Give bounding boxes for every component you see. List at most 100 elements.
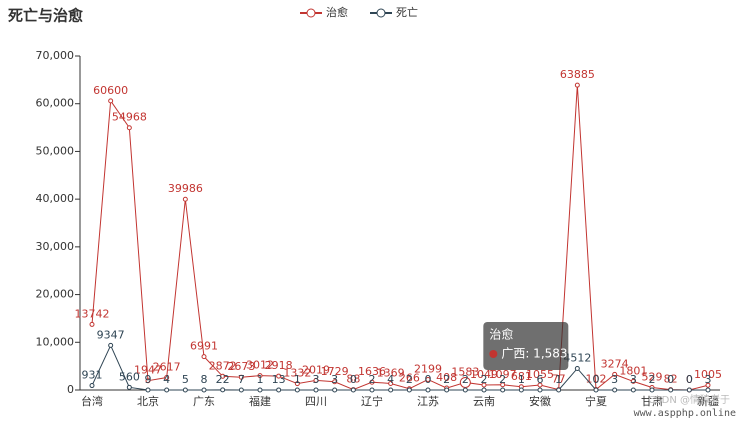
data-label: 1636: [358, 365, 386, 378]
x-tick-label: 台湾: [81, 394, 103, 408]
data-label: 2: [481, 373, 488, 386]
data-point: [537, 382, 543, 388]
data-label: 102: [586, 373, 607, 386]
data-label: 2199: [414, 363, 442, 376]
y-tick-label: 10,000: [36, 335, 75, 348]
data-label: 7: [238, 373, 245, 386]
tooltip-box: [483, 322, 569, 370]
data-label: 1947: [134, 364, 162, 377]
legend-symbol: [306, 8, 316, 18]
data-label: 3: [705, 373, 712, 386]
data-label: 3274: [601, 357, 629, 370]
data-point: [388, 380, 394, 386]
data-label: 2918: [265, 359, 293, 372]
data-label: 13: [272, 373, 286, 386]
data-label: 1729: [321, 365, 349, 378]
data-label: 560: [119, 370, 140, 383]
data-point: [705, 387, 711, 393]
data-label: 1: [555, 373, 562, 386]
data-label: 6991: [190, 340, 218, 353]
data-label: 931: [82, 369, 103, 382]
data-label: 77: [552, 373, 566, 386]
data-point: [126, 125, 132, 131]
data-label: 0: [593, 373, 600, 386]
data-point: [108, 98, 114, 104]
data-point: [705, 382, 711, 388]
data-label: 1005: [694, 368, 722, 381]
data-point: [369, 379, 375, 385]
x-tick-label: 福建: [249, 394, 271, 408]
data-point: [612, 371, 618, 377]
x-tick-label: 辽宁: [361, 394, 383, 408]
data-label: 529: [642, 370, 663, 383]
data-label: 2: [369, 373, 376, 386]
data-label: 1: [518, 373, 525, 386]
data-point: [164, 375, 170, 381]
data-label: 2872: [209, 359, 237, 372]
x-tick-label: 甘肃: [641, 395, 663, 408]
data-point: [220, 373, 226, 379]
data-label: 408: [436, 371, 457, 384]
data-point: [201, 354, 207, 360]
data-label: 4: [163, 373, 170, 386]
watermark: www.aspphp.online: [634, 408, 736, 419]
data-label: 4512: [563, 351, 591, 364]
series-line: [91, 344, 709, 391]
data-label: 2: [649, 373, 656, 386]
data-label: 1049: [470, 368, 498, 381]
data-label: 0: [667, 373, 674, 386]
data-point: [332, 387, 338, 393]
x-tick-label: 宁夏: [585, 394, 607, 408]
y-tick-label: 70,000: [36, 49, 75, 62]
data-label: 0: [350, 373, 357, 386]
x-tick-label: 北京: [137, 394, 159, 408]
data-label: 2673: [227, 360, 255, 373]
data-label: 5: [182, 373, 189, 386]
data-point: [182, 196, 188, 202]
data-point: [350, 387, 356, 393]
data-label: 2: [406, 373, 413, 386]
data-point: [481, 387, 487, 393]
data-label: 0: [686, 373, 693, 386]
data-label: 1801: [619, 364, 647, 377]
x-tick-label: 安徽: [529, 394, 551, 408]
x-tick-label: 广东: [193, 395, 215, 408]
data-label: 4: [387, 373, 394, 386]
data-label: 2: [443, 373, 450, 386]
data-label: 2: [462, 373, 469, 386]
data-point: [145, 387, 151, 393]
legend-label: 死亡: [396, 5, 418, 19]
data-label: 13742: [75, 307, 110, 320]
data-label: 0: [425, 373, 432, 386]
data-point: [332, 379, 338, 385]
x-tick-label: 四川: [305, 395, 327, 408]
tooltip-title: 治愈: [489, 327, 513, 342]
data-label: 22: [216, 373, 230, 386]
chart-title: 死亡与治愈: [8, 7, 84, 25]
data-point: [425, 377, 431, 383]
data-point: [257, 387, 263, 393]
data-point: [500, 382, 506, 388]
data-point: [369, 387, 375, 393]
data-label: 39986: [168, 182, 203, 195]
data-point: [425, 387, 431, 393]
data-point: [294, 387, 300, 393]
watermark: CSDN @情猿老于: [648, 393, 730, 406]
data-point: [500, 387, 506, 393]
data-label: 1369: [377, 366, 405, 379]
data-point: [537, 387, 543, 393]
data-point: [462, 387, 468, 393]
data-point: [294, 381, 300, 387]
data-label: 1: [294, 373, 301, 386]
data-label: 82: [664, 373, 678, 386]
x-tick-label: 云南: [473, 395, 495, 408]
data-label: 1583: [451, 365, 479, 378]
tooltip-dot: [489, 350, 498, 358]
legend-label: 治愈: [326, 5, 348, 19]
x-tick-label: 新疆: [697, 394, 719, 408]
data-point: [108, 342, 114, 348]
data-point: [313, 387, 319, 393]
data-point: [238, 387, 244, 393]
data-point: [574, 365, 580, 371]
